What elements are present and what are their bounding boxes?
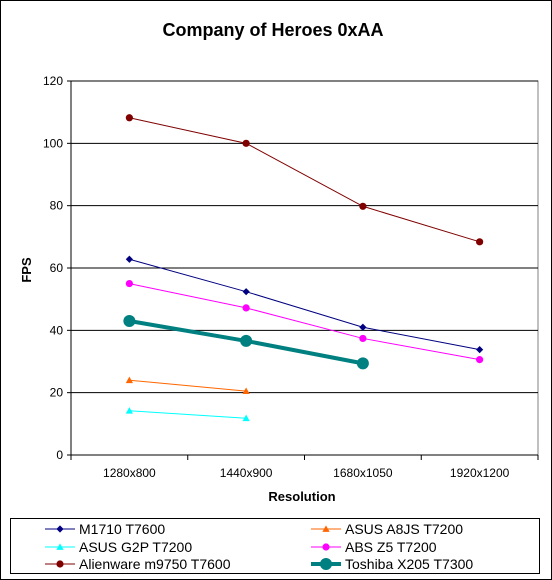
legend-label: ABS Z5 T7200 [345,538,437,555]
data-point [359,323,367,331]
series-4 [125,114,484,246]
legend-swatch [311,558,341,570]
data-point [125,114,133,122]
series-line [129,283,480,361]
legend: M1710 T7600 ASUS A8JS T7200 ASUS G2P T7200… [10,518,540,574]
x-tick-label: 1680x1050 [333,466,393,480]
y-tick-label: 60 [50,261,64,275]
x-axis: 1280x800 1440x900 1680x1050 1920x1200 [70,454,539,480]
legend-label: M1710 T7600 [79,521,166,537]
grid-lines [71,80,538,394]
legend-item: Toshiba X205 T7300 [311,555,473,573]
legend-item: ASUS A8JS T7200 [311,520,463,538]
legend-swatch [311,525,341,532]
legend-marker [56,542,64,550]
legend-marker [320,558,332,570]
x-tick-label: 1280x800 [103,466,156,480]
legend-swatch [311,542,341,551]
data-point [476,356,484,364]
x-tick-label: 1920x1200 [450,466,510,480]
series-5 [123,314,369,370]
y-tick-label: 0 [56,448,63,462]
data-point [125,279,133,288]
legend-item: ABS Z5 T7200 [311,538,437,556]
data-point [240,334,253,347]
series-3 [125,279,484,364]
y-tick-label: 100 [43,136,63,150]
data-point [123,314,136,327]
x-axis-title: Resolution [268,489,335,504]
y-tick-label: 20 [50,386,64,400]
legend-label: Toshiba X205 T7300 [345,556,474,572]
data-point [242,139,250,147]
data-point [242,304,250,312]
legend-item: M1710 T7600 [45,520,165,538]
legend-swatch [45,542,75,550]
y-axis-title: FPS [19,257,34,283]
legend-marker [56,560,64,568]
series-line [129,410,247,419]
legend-swatch [45,525,75,533]
data-point [125,407,133,414]
data-point [242,288,250,296]
series-1 [125,376,250,394]
legend-marker [322,525,330,532]
data-point [356,357,369,370]
series-line [129,117,480,243]
series-0 [125,255,484,354]
chart-title: Company of Heroes 0xAA [162,20,383,40]
series-2 [125,407,250,422]
data-point [359,334,367,343]
data-point [125,376,133,384]
series-group [123,114,484,422]
data-point [476,346,484,354]
series-line [129,379,247,392]
data-point [125,255,133,263]
legend-label: Alienware m9750 T7600 [79,556,231,572]
legend-swatch [45,560,75,568]
data-point [359,202,367,210]
legend-label: ASUS A8JS T7200 [345,521,464,537]
data-point [476,238,484,246]
legend-label: ASUS G2P T7200 [79,538,193,555]
legend-item: ASUS G2P T7200 [45,538,192,556]
data-point [242,414,250,422]
data-point [242,387,250,394]
y-tick-label: 120 [43,74,63,88]
y-tick-label: 40 [50,323,64,337]
x-tick-label: 1440x900 [220,466,273,480]
y-tick-label: 80 [50,199,64,213]
legend-item: Alienware m9750 T7600 [45,555,231,573]
y-axis: 0 20 40 60 80 100 120 [43,74,72,462]
series-line [129,258,480,351]
legend-marker [56,525,64,533]
legend-marker [322,542,330,551]
